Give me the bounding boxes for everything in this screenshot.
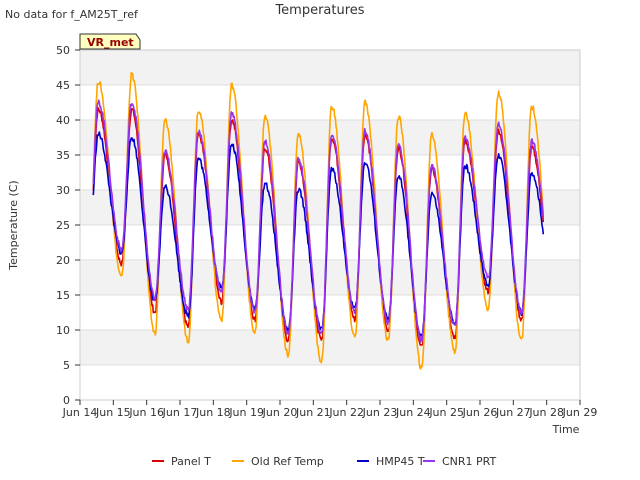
y-tick-label: 20 xyxy=(56,254,70,267)
plot-band xyxy=(80,190,580,225)
x-axis-label: Time xyxy=(552,423,580,436)
x-tick-label: Jun 15 xyxy=(95,406,131,419)
plot-band xyxy=(80,50,580,85)
y-tick-label: 50 xyxy=(56,44,70,57)
y-tick-label: 35 xyxy=(56,149,70,162)
x-tick-label: Jun 22 xyxy=(328,406,364,419)
plot-band xyxy=(80,260,580,295)
y-axis-ticks: 0 5 10 15 20 25 30 35 40 45 50 xyxy=(56,44,80,407)
series-line-old-ref-temp xyxy=(92,71,545,370)
y-tick-label: 40 xyxy=(56,114,70,127)
plot-band xyxy=(80,365,580,400)
y-tick-label: 25 xyxy=(56,219,70,232)
x-tick-label: Jun 17 xyxy=(162,406,198,419)
x-tick-label: Jun 29 xyxy=(562,406,598,419)
x-tick-label: Jun 24 xyxy=(395,406,431,419)
y-tick-label: 0 xyxy=(63,394,70,407)
y-tick-label: 5 xyxy=(63,359,70,372)
legend-label: Panel T xyxy=(171,455,211,468)
legend-label: Old Ref Temp xyxy=(251,455,324,468)
y-tick-label: 15 xyxy=(56,289,70,302)
series-line-panel-t xyxy=(92,107,545,346)
x-tick-label: Jun 16 xyxy=(128,406,164,419)
x-tick-label: Jun 21 xyxy=(295,406,331,419)
series-line-cnr1-prt xyxy=(92,99,545,343)
plot-band xyxy=(80,295,580,330)
y-tick-label: 10 xyxy=(56,324,70,337)
x-tick-label: Jun 28 xyxy=(528,406,564,419)
legend-label: CNR1 PRT xyxy=(442,455,497,468)
y-tick-label: 45 xyxy=(56,79,70,92)
x-tick-label: Jun 25 xyxy=(428,406,464,419)
chart-title: Temperatures xyxy=(274,3,364,18)
x-tick-label: Jun 14 xyxy=(62,406,98,419)
x-tick-label: Jun 23 xyxy=(362,406,398,419)
legend: Panel T Old Ref Temp HMP45 T CNR1 PRT xyxy=(152,455,497,468)
x-tick-label: Jun 20 xyxy=(262,406,298,419)
x-tick-label: Jun 19 xyxy=(228,406,264,419)
site-badge-shape xyxy=(79,33,141,50)
x-tick-label: Jun 26 xyxy=(462,406,498,419)
x-tick-label: Jun 27 xyxy=(495,406,531,419)
site-badge-label: VR_met xyxy=(87,36,134,49)
series-lines xyxy=(92,71,545,370)
y-axis-label: Temperature (C) xyxy=(7,180,20,270)
y-tick-label: 30 xyxy=(56,184,70,197)
plot-band xyxy=(80,225,580,260)
no-data-note: No data for f_AM25T_ref xyxy=(5,8,139,21)
legend-label: HMP45 T xyxy=(376,455,425,468)
site-badge: VR_met xyxy=(79,33,141,50)
x-tick-label: Jun 18 xyxy=(195,406,231,419)
plot-band xyxy=(80,330,580,365)
